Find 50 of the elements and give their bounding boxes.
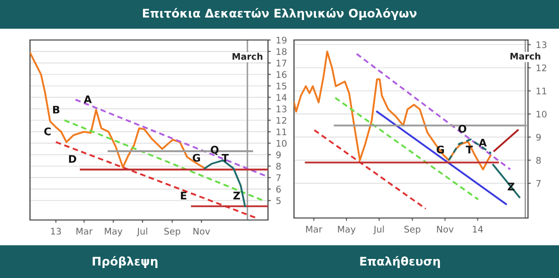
annotation: D xyxy=(69,155,76,163)
y-tick-label: 17 xyxy=(276,60,286,66)
y-tick-label: 7 xyxy=(276,174,281,182)
x-tick-label: Nov xyxy=(437,226,454,233)
x-tick-label: 14 xyxy=(472,226,483,232)
y-tick-label: 12 xyxy=(536,64,546,72)
x-axis-title: Επαλήθευση xyxy=(360,256,440,268)
x-tick-label: May xyxy=(104,228,122,236)
x-tick-label: Nov xyxy=(194,228,210,235)
y-tick-label: 14 xyxy=(276,94,287,101)
annotation: A xyxy=(478,138,487,146)
x-tick-label: Jul xyxy=(136,228,148,236)
annotation: Z xyxy=(233,192,240,200)
y-tick-label: 15 xyxy=(276,82,286,90)
y-tick-label: 10 xyxy=(276,140,287,147)
x-tick-label: Sep xyxy=(404,226,420,234)
y-tick-label: 10 xyxy=(536,110,547,118)
y-tick-label: 13 xyxy=(536,41,546,48)
y-tick-label: 6 xyxy=(276,186,281,193)
ref-line-label: March xyxy=(232,52,262,60)
y-tick-label: 9 xyxy=(536,134,541,141)
x-tick-label: May xyxy=(338,226,356,234)
annotation: B xyxy=(53,106,60,114)
x-axis-title: Πρόβλεψη xyxy=(92,256,158,268)
y-tick-label: 12 xyxy=(276,116,286,124)
y-tick-label: 8 xyxy=(536,156,541,164)
y-tick-label: 19 xyxy=(276,36,286,44)
annotation: A xyxy=(84,95,92,104)
y-tick-label: 11 xyxy=(536,88,546,94)
y-tick-label: 16 xyxy=(276,71,287,78)
x-tick-label: Jul xyxy=(373,226,384,234)
x-tick-label: 13 xyxy=(51,228,61,235)
y-tick-label: 13 xyxy=(276,106,286,112)
annotation: T xyxy=(222,154,229,162)
annotation: E xyxy=(180,192,186,200)
y-tick-label: 5 xyxy=(276,197,281,204)
ref-line-label: March xyxy=(510,52,540,60)
annotation: O xyxy=(458,124,466,133)
y-tick-label: 9 xyxy=(276,151,281,158)
y-tick-label: 8 xyxy=(276,162,281,170)
y-tick-label: 7 xyxy=(536,180,541,187)
y-tick-label: 11 xyxy=(276,128,286,136)
x-tick-label: Mar xyxy=(306,226,322,233)
y-tick-label: 18 xyxy=(276,48,287,56)
annotation: C xyxy=(44,127,51,136)
x-tick-label: Sep xyxy=(164,228,180,236)
x-tick-label: Mar xyxy=(76,228,93,235)
annotation: G xyxy=(192,154,200,162)
chart-title: Επιτόκια Δεκαετών Ελληνικών Ομολόγων xyxy=(142,8,417,20)
annotation: Q xyxy=(210,146,219,156)
